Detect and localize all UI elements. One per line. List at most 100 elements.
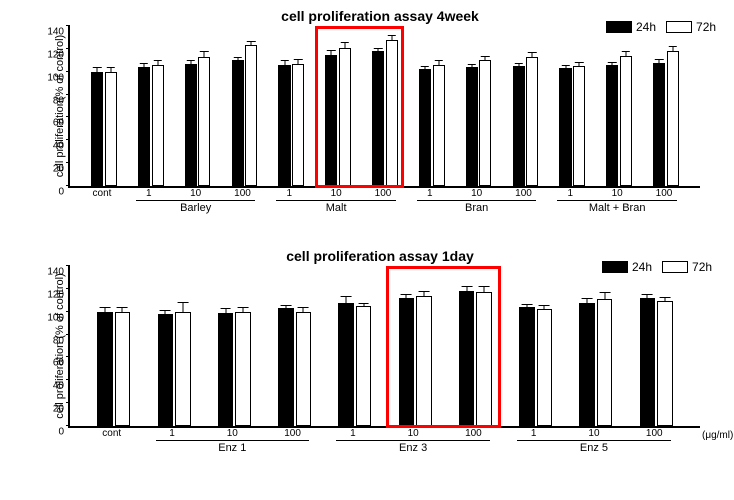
group-underline	[136, 200, 255, 201]
bar-cluster	[466, 60, 492, 186]
bar-24h	[579, 303, 595, 426]
x-tick-label: 100	[656, 188, 673, 199]
x-tick-label: 10	[471, 188, 482, 199]
bar-cluster	[579, 299, 612, 426]
bar-cluster	[232, 45, 258, 186]
bar-24h	[91, 72, 103, 186]
x-tick-label: 10	[588, 428, 599, 439]
bar-cluster	[218, 312, 251, 426]
x-tick-label: 10	[331, 188, 342, 199]
x-tick-label: 1	[146, 188, 152, 199]
x-tick-label: 10	[612, 188, 623, 199]
bar-72h	[537, 309, 553, 426]
bar-cluster	[91, 72, 117, 186]
x-tick-label: 10	[190, 188, 201, 199]
y-tick-label: 120	[47, 289, 64, 300]
bar-cluster	[158, 312, 191, 426]
bar-72h	[667, 51, 679, 186]
bar-24h	[138, 67, 150, 186]
bar-24h	[559, 68, 571, 186]
bar-72h	[105, 72, 117, 186]
group-underline	[276, 200, 395, 201]
bar-24h	[97, 312, 113, 426]
chart-panel-1day: cell proliferation assay 1day24h72hcell …	[50, 248, 710, 478]
bar-24h	[606, 65, 618, 186]
y-tick-label: 80	[53, 335, 64, 346]
bar-24h	[158, 314, 174, 426]
group-label: Enz 1	[218, 442, 246, 454]
bar-cluster	[519, 307, 552, 426]
group-label-row: Enz 1Enz 3Enz 5	[68, 442, 698, 458]
group-underline	[557, 200, 676, 201]
y-tick-label: 60	[53, 358, 64, 369]
bar-72h	[597, 299, 613, 426]
x-tick-label: cont	[93, 188, 112, 199]
x-tick-label: 10	[408, 428, 419, 439]
group-underline	[417, 200, 536, 201]
group-label: Malt	[326, 202, 347, 214]
group-label: Malt + Bran	[589, 202, 646, 214]
y-tick-label: 0	[58, 187, 64, 198]
y-tick-label: 140	[47, 267, 64, 278]
bar-72h	[356, 306, 372, 426]
y-tick-label: 40	[53, 141, 64, 152]
x-tick-label: 10	[227, 428, 238, 439]
x-tick-label: 1	[350, 428, 356, 439]
bar-72h	[526, 57, 538, 186]
bar-cluster	[278, 308, 311, 426]
bar-24h	[653, 63, 665, 186]
group-underline	[156, 440, 310, 441]
bar-72h	[292, 64, 304, 186]
x-tick-label: cont	[102, 428, 121, 439]
bar-cluster	[559, 66, 585, 186]
highlight-box	[386, 266, 501, 428]
bar-cluster	[513, 57, 539, 186]
bar-72h	[479, 60, 491, 186]
highlight-box	[315, 26, 404, 188]
y-tick-label: 140	[47, 27, 64, 38]
y-tick-label: 20	[53, 404, 64, 415]
bar-cluster	[419, 65, 445, 186]
chart-panel-4week: cell proliferation assay 4week24h72hcell…	[50, 8, 710, 238]
group-underline	[517, 440, 671, 441]
bar-72h	[198, 57, 210, 186]
bar-24h	[232, 60, 244, 186]
x-tick-label: 1	[531, 428, 537, 439]
x-tick-label: 1	[568, 188, 574, 199]
bar-72h	[573, 66, 585, 186]
y-tick-label: 40	[53, 381, 64, 392]
bar-cluster	[338, 303, 371, 426]
bar-72h	[175, 312, 191, 426]
bar-24h	[278, 308, 294, 426]
bar-cluster	[606, 56, 632, 186]
bar-72h	[657, 301, 673, 426]
y-tick-label: 60	[53, 118, 64, 129]
group-label: Enz 5	[580, 442, 608, 454]
x-tick-label: 1	[427, 188, 433, 199]
bar-72h	[245, 45, 257, 186]
y-tick-label: 100	[47, 312, 64, 323]
bar-72h	[296, 312, 312, 426]
bar-cluster	[278, 64, 304, 186]
x-tick-label: 100	[284, 428, 301, 439]
y-tick-label: 0	[58, 427, 64, 438]
x-tick-label: 100	[465, 428, 482, 439]
x-tick-label: 1	[169, 428, 175, 439]
y-tick-label: 20	[53, 164, 64, 175]
bar-cluster	[97, 312, 130, 426]
bar-72h	[433, 65, 445, 186]
group-label: Bran	[465, 202, 488, 214]
bar-cluster	[653, 51, 679, 186]
bar-24h	[519, 307, 535, 426]
bar-24h	[466, 67, 478, 186]
unit-label: (μg/ml)	[702, 430, 733, 441]
x-tick-label: 100	[646, 428, 663, 439]
x-tick-label: 1	[287, 188, 293, 199]
bar-72h	[152, 65, 164, 186]
x-tick-label: 100	[234, 188, 251, 199]
group-underline	[336, 440, 490, 441]
bar-24h	[278, 65, 290, 186]
bar-72h	[115, 312, 131, 426]
chart-plot-area: cell proliferation (% of control)0204060…	[68, 266, 700, 428]
bar-cluster	[640, 298, 673, 426]
